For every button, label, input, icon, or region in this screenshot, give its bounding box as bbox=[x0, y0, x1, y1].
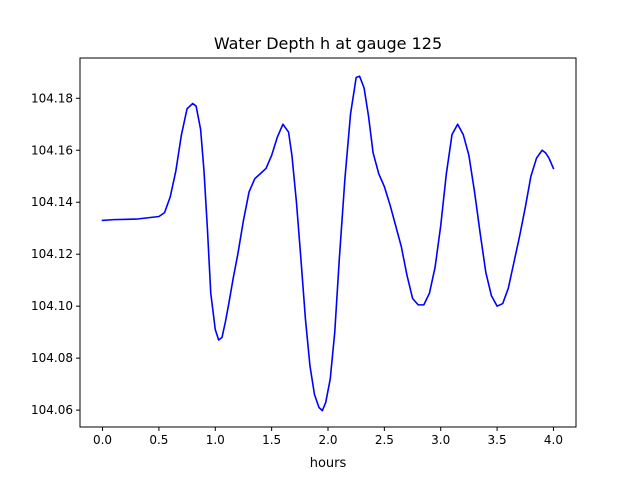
series-line-0 bbox=[101, 75, 555, 412]
y-tick-label: 104.08 bbox=[31, 351, 73, 365]
x-tick-label: 3.5 bbox=[488, 433, 507, 447]
x-axis-label: hours bbox=[310, 456, 347, 471]
x-tick-label: 1.0 bbox=[206, 433, 225, 447]
series-layer bbox=[101, 75, 555, 412]
y-tick-label: 104.16 bbox=[31, 143, 73, 157]
plot-area bbox=[80, 58, 576, 427]
y-tick-label: 104.18 bbox=[31, 91, 73, 105]
x-tick-label: 1.5 bbox=[262, 433, 281, 447]
x-tick-label: 0.5 bbox=[149, 433, 168, 447]
y-tick-label: 104.10 bbox=[31, 299, 73, 313]
x-tick-label: 0.0 bbox=[93, 433, 112, 447]
plot-frame bbox=[79, 57, 577, 428]
x-tick-label: 2.5 bbox=[375, 433, 394, 447]
y-tick-label: 104.12 bbox=[31, 247, 73, 261]
x-tick-label: 2.0 bbox=[318, 433, 337, 447]
y-tick-label: 104.06 bbox=[31, 403, 73, 417]
y-tick-label: 104.14 bbox=[31, 195, 73, 209]
y-axis: 104.06 104.08 104.10 104.12 104.14 104.16 104.… bbox=[31, 91, 80, 417]
x-tick-label: 3.0 bbox=[431, 433, 450, 447]
x-axis: 0.0 0.5 1.0 1.5 2.0 2.5 3.0 3.5 4.0 bbox=[93, 427, 563, 447]
plot-background bbox=[80, 58, 576, 427]
chart-title: Water Depth h at gauge 125 bbox=[214, 34, 442, 53]
x-tick-label: 4.0 bbox=[544, 433, 563, 447]
